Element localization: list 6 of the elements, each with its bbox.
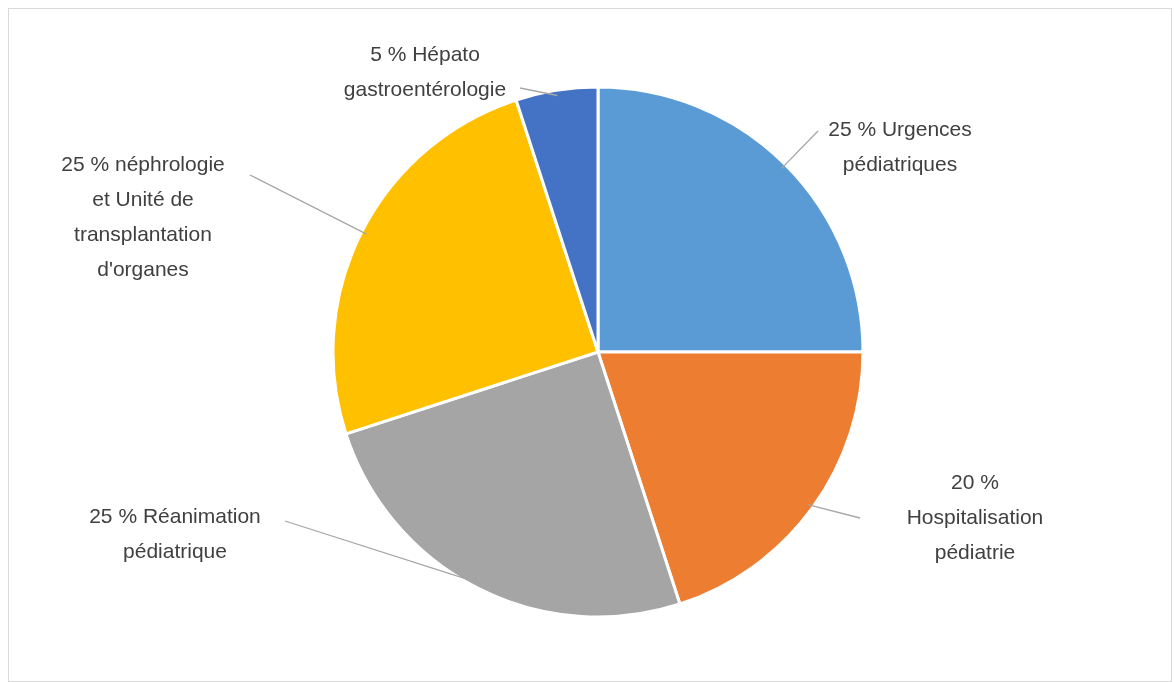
slice-label: 25 % néphrologie et Unité de transplantation d'organes [61, 151, 225, 280]
data-label: 20 % [951, 469, 999, 493]
slice-label: 25 % Urgences pédiatriques [828, 116, 972, 175]
slice-label: 5 % Hépato gastroentérologie [343, 41, 507, 100]
slice-label: Hospitalisation pédiatrie [906, 504, 1044, 563]
slice-label: 25 % Réanimation pédiatrique [89, 503, 261, 562]
